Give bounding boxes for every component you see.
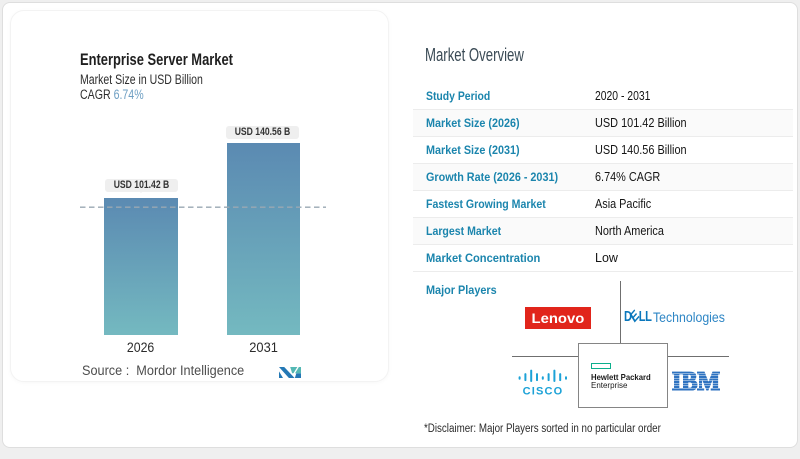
- svg-text:CISCO: CISCO: [523, 386, 564, 397]
